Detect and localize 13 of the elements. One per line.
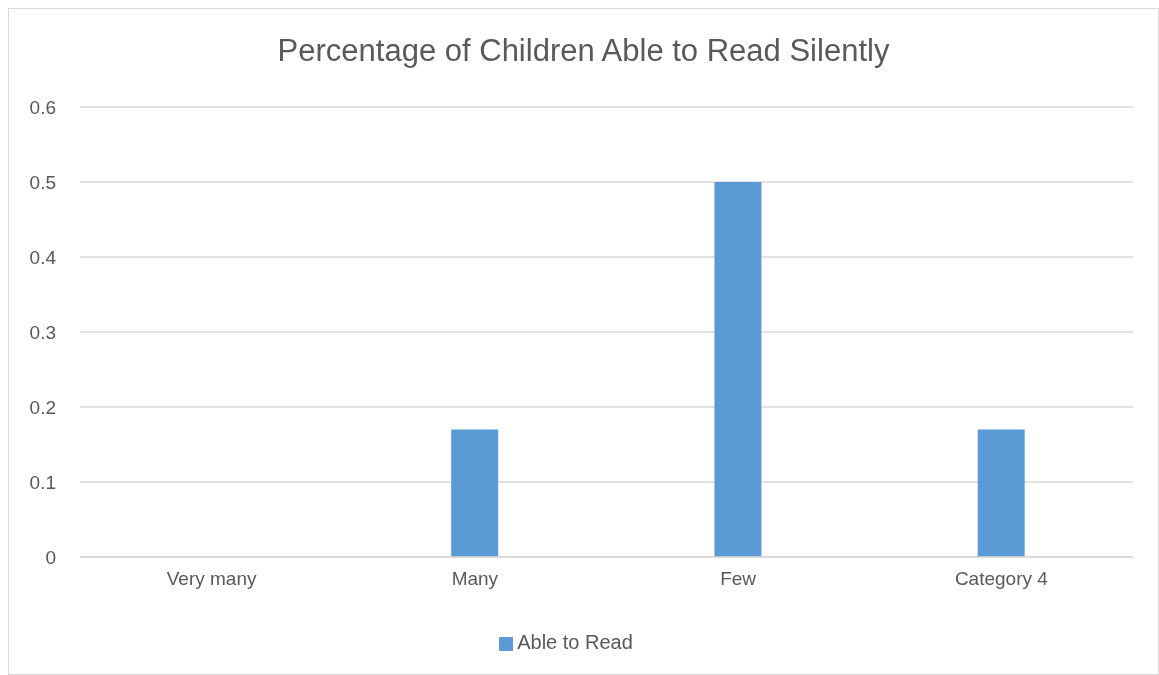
y-tick-label: 0.5 [29,171,56,193]
legend-label: Able to Read [517,631,633,653]
chart-title: Percentage of Children Able to Read Silently [276,33,891,69]
y-tick-label: 0.2 [29,396,56,418]
x-tick-label: Very many [166,568,257,590]
y-tick-label: 0 [45,546,56,568]
x-tick-label: Few [720,568,757,590]
y-tick-label: 0.3 [29,321,56,343]
x-tick-label: Category 4 [954,568,1049,590]
y-tick-label: 0.4 [29,246,57,268]
y-tick-label: 0.1 [29,471,56,493]
x-tick-label: Many [451,568,499,590]
y-tick-label: 0.6 [29,96,56,118]
